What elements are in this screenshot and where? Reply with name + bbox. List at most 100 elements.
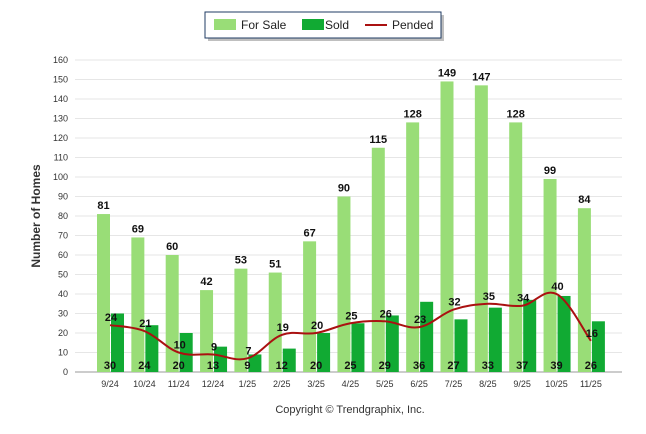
label-sold: 20 — [310, 360, 322, 372]
bar-for-sale — [131, 237, 145, 372]
bar-sold — [214, 346, 228, 372]
x-axis: 9/24 10/24 11/24 12/24 1/25 2/25 3/25 4/25 5/25 6… — [101, 379, 602, 389]
x-tick-label: 2/25 — [273, 379, 291, 389]
y-tick-label: 150 — [53, 75, 68, 85]
legend-label: For Sale — [241, 18, 287, 32]
label-sold: 29 — [379, 360, 391, 372]
label-pended: 20 — [311, 320, 323, 332]
label-sold: 39 — [550, 360, 562, 372]
label-sold: 9 — [244, 360, 250, 372]
bar-for-sale — [509, 122, 523, 373]
y-tick-label: 90 — [58, 192, 68, 202]
label-pended: 26 — [380, 308, 392, 320]
label-sold: 26 — [585, 360, 597, 372]
label-for-sale: 81 — [97, 200, 109, 212]
y-tick-label: 130 — [53, 114, 68, 124]
label-for-sale: 69 — [132, 223, 144, 235]
x-tick-label: 12/24 — [202, 379, 225, 389]
label-for-sale: 60 — [166, 241, 178, 253]
x-tick-label: 6/25 — [410, 379, 428, 389]
y-tick-label: 120 — [53, 133, 68, 143]
data-labels: 8130246924216020104213953975112196720209… — [97, 67, 598, 372]
label-sold: 25 — [344, 360, 356, 372]
bar-sold — [454, 319, 468, 372]
label-for-sale: 67 — [303, 227, 315, 239]
x-tick-label: 11/24 — [168, 379, 190, 389]
label-for-sale: 90 — [338, 183, 350, 195]
label-sold: 13 — [207, 360, 219, 372]
bar-for-sale — [406, 122, 420, 373]
y-tick-label: 10 — [58, 348, 68, 358]
label-sold: 24 — [138, 360, 151, 372]
y-tick-label: 40 — [58, 289, 68, 299]
bar-sold — [385, 315, 399, 372]
y-tick-label: 100 — [53, 172, 68, 182]
label-pended: 10 — [174, 340, 186, 352]
copyright-text: Copyright © Trendgraphix, Inc. — [275, 404, 424, 416]
label-pended: 7 — [245, 345, 251, 357]
y-tick-label: 140 — [53, 94, 68, 104]
label-for-sale: 115 — [369, 134, 387, 146]
y-tick-label: 80 — [58, 211, 68, 221]
bar-for-sale — [97, 214, 110, 372]
legend: For Sale Sold Pended — [204, 11, 444, 41]
bar-sold — [282, 348, 296, 372]
bars — [97, 81, 605, 373]
label-pended: 32 — [448, 297, 460, 309]
bar-sold — [523, 299, 537, 372]
bar-sold — [111, 313, 124, 372]
label-for-sale: 84 — [578, 194, 591, 206]
y-tick-label: 110 — [54, 153, 68, 163]
y-tick-label: 160 — [53, 55, 68, 65]
bar-for-sale — [303, 241, 317, 372]
label-for-sale: 128 — [507, 108, 525, 120]
y-tick-label: 50 — [58, 270, 68, 280]
pended-line-path — [109, 291, 592, 361]
x-tick-label: 5/25 — [376, 379, 394, 389]
label-sold: 33 — [482, 360, 494, 372]
x-tick-label: 8/25 — [479, 379, 497, 389]
y-tick-label: 20 — [58, 328, 68, 338]
bar-for-sale — [440, 81, 454, 372]
label-for-sale: 42 — [200, 276, 212, 288]
label-sold: 27 — [447, 360, 459, 372]
label-for-sale: 99 — [544, 165, 556, 177]
x-tick-label: 4/25 — [342, 379, 360, 389]
label-pended: 9 — [211, 341, 217, 353]
x-tick-label: 10/24 — [133, 379, 156, 389]
x-tick-label: 9/24 — [101, 379, 119, 389]
label-pended: 21 — [139, 318, 151, 330]
y-tick-label: 30 — [58, 309, 68, 319]
pended-line — [109, 291, 592, 361]
bar-for-sale — [577, 208, 591, 372]
x-tick-label: 9/25 — [513, 379, 531, 389]
y-tick-label: 60 — [58, 250, 68, 260]
label-sold: 20 — [173, 360, 185, 372]
label-pended: 19 — [277, 322, 289, 334]
x-tick-label: 1/25 — [239, 379, 257, 389]
label-for-sale: 53 — [235, 255, 247, 267]
y-tick-label: 0 — [63, 367, 68, 377]
bar-sold — [317, 333, 331, 372]
legend-swatch — [214, 19, 236, 30]
legend-swatch — [302, 19, 324, 30]
label-for-sale: 51 — [269, 259, 281, 271]
y-axis: 0 10 20 30 40 50 60 70 80 90 100 110 120 130 140 150 160 — [53, 55, 68, 377]
x-tick-label: 7/25 — [445, 379, 463, 389]
y-axis-label: Number of Homes — [29, 164, 43, 268]
bar-sold — [420, 301, 434, 372]
bar-sold — [351, 323, 365, 372]
bar-for-sale — [371, 147, 385, 372]
legend-label: Pended — [392, 18, 433, 32]
label-pended: 25 — [345, 310, 357, 322]
bar-for-sale — [474, 85, 488, 372]
label-for-sale: 128 — [403, 108, 421, 120]
y-tick-label: 70 — [58, 231, 68, 241]
bar-sold — [557, 295, 571, 372]
bar-for-sale — [165, 255, 179, 372]
label-sold: 36 — [413, 360, 425, 372]
bar-for-sale — [337, 196, 351, 372]
label-sold: 30 — [104, 360, 116, 372]
x-tick-label: 10/25 — [545, 379, 568, 389]
